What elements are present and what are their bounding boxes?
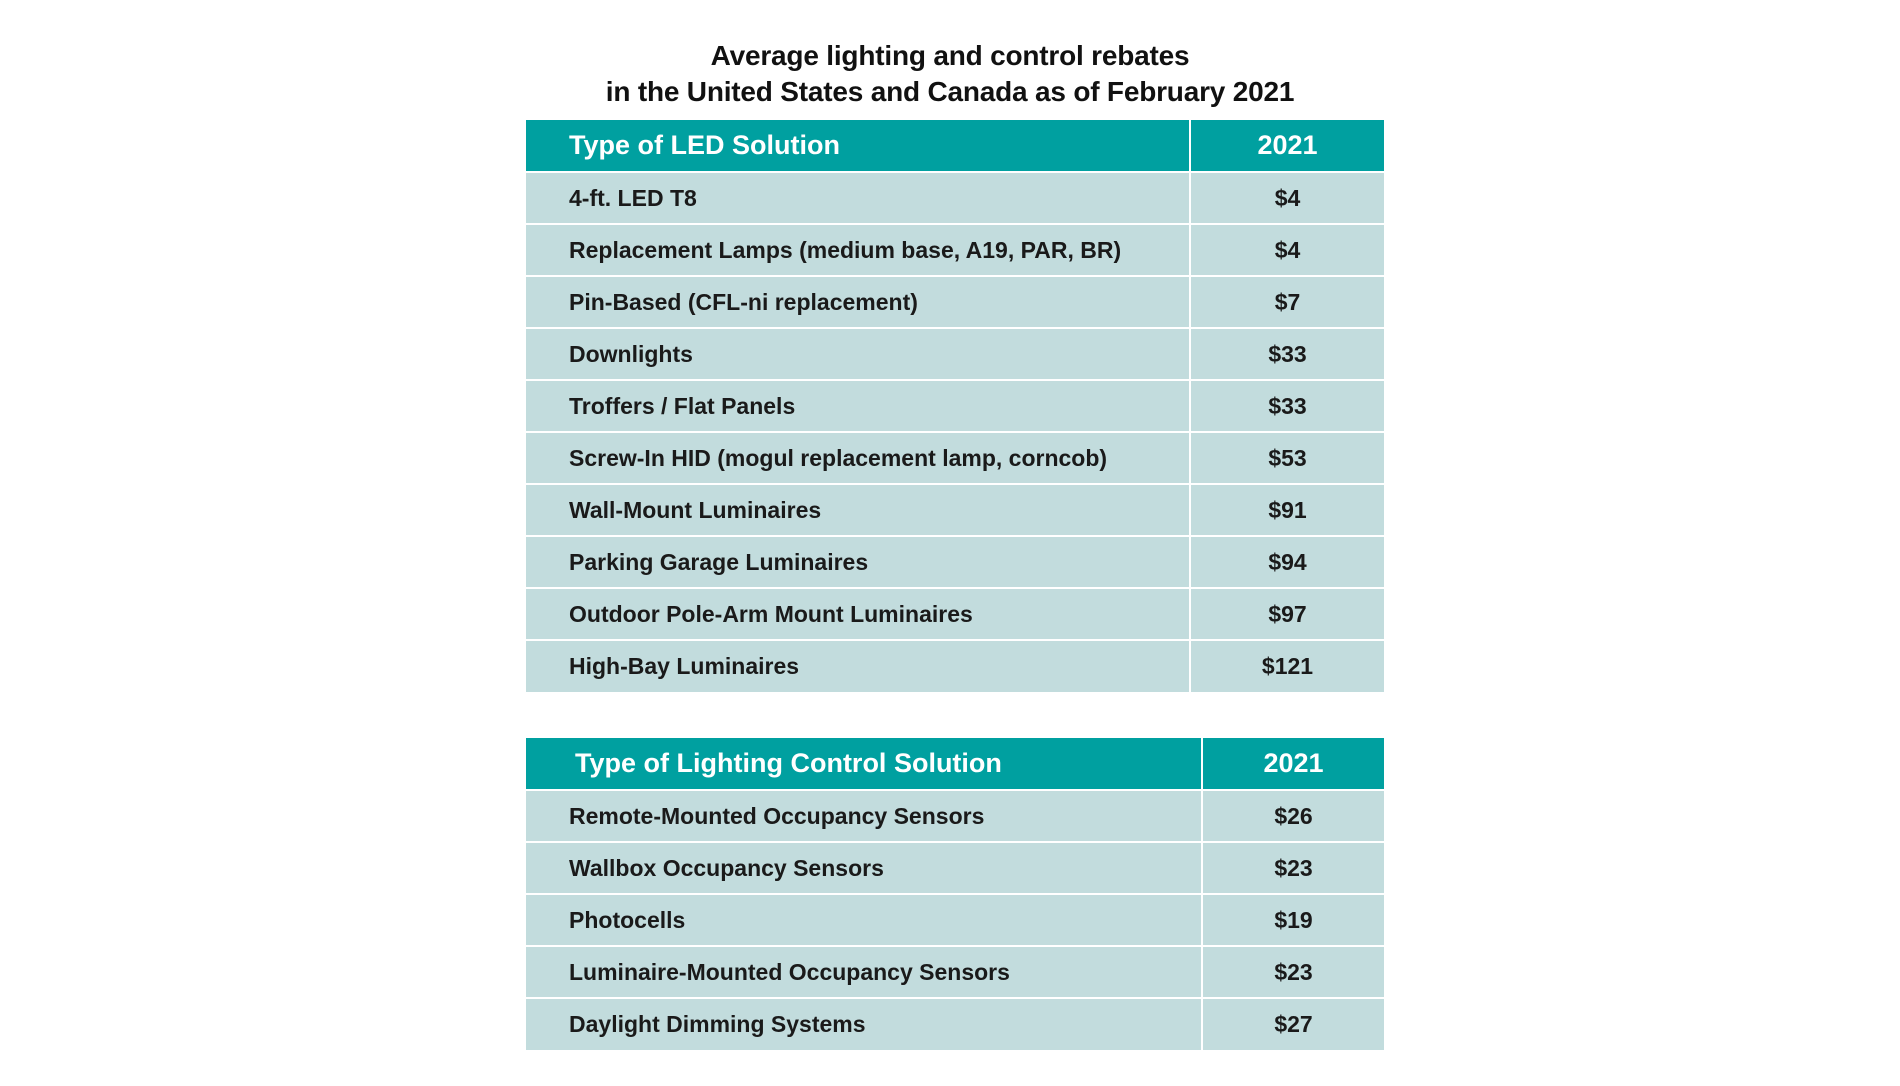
- column-header-type: Type of Lighting Control Solution: [526, 738, 1203, 791]
- table-row: Remote-Mounted Occupancy Sensors $26: [526, 790, 1384, 843]
- table-header-row: Type of LED Solution 2021: [526, 120, 1384, 173]
- table-row: Wallbox Occupancy Sensors $23: [526, 842, 1384, 895]
- chart-title: Average lighting and control rebates in …: [0, 38, 1900, 110]
- led-solution-table: Type of LED Solution 2021 4-ft. LED T8 $4…: [526, 120, 1384, 692]
- row-label: Photocells: [526, 894, 1203, 947]
- row-label: Wallbox Occupancy Sensors: [526, 842, 1203, 895]
- row-value: $33: [1190, 380, 1384, 433]
- column-header-year: 2021: [1202, 738, 1384, 791]
- row-label: Replacement Lamps (medium base, A19, PAR…: [526, 224, 1191, 277]
- row-label: Outdoor Pole-Arm Mount Luminaires: [526, 588, 1191, 641]
- table-row: Replacement Lamps (medium base, A19, PAR…: [526, 224, 1384, 277]
- lighting-control-table: Type of Lighting Control Solution 2021 R…: [526, 738, 1384, 1050]
- row-value: $19: [1202, 894, 1384, 947]
- row-label: Luminaire-Mounted Occupancy Sensors: [526, 946, 1203, 999]
- row-value: $27: [1202, 998, 1384, 1050]
- table-row: Downlights $33: [526, 328, 1384, 381]
- row-label: Wall-Mount Luminaires: [526, 484, 1191, 537]
- row-label: Remote-Mounted Occupancy Sensors: [526, 790, 1203, 843]
- row-label: Daylight Dimming Systems: [526, 998, 1203, 1050]
- row-value: $23: [1202, 842, 1384, 895]
- column-header-type: Type of LED Solution: [526, 120, 1191, 173]
- row-value: $4: [1190, 224, 1384, 277]
- column-header-year: 2021: [1190, 120, 1384, 173]
- table-row: Outdoor Pole-Arm Mount Luminaires $97: [526, 588, 1384, 641]
- row-label: 4-ft. LED T8: [526, 172, 1191, 225]
- row-label: Pin-Based (CFL-ni replacement): [526, 276, 1191, 329]
- table-row: High-Bay Luminaires $121: [526, 640, 1384, 692]
- row-value: $7: [1190, 276, 1384, 329]
- chart-title-line-2: in the United States and Canada as of Fe…: [605, 76, 1295, 107]
- row-value: $121: [1190, 640, 1384, 692]
- table-row: Screw-In HID (mogul replacement lamp, co…: [526, 432, 1384, 485]
- row-label: Parking Garage Luminaires: [526, 536, 1191, 589]
- row-label: Troffers / Flat Panels: [526, 380, 1191, 433]
- row-value: $4: [1190, 172, 1384, 225]
- table-header-row: Type of Lighting Control Solution 2021: [526, 738, 1384, 791]
- table-row: Parking Garage Luminaires $94: [526, 536, 1384, 589]
- table-row: Wall-Mount Luminaires $91: [526, 484, 1384, 537]
- table-row: Daylight Dimming Systems $27: [526, 998, 1384, 1050]
- row-value: $23: [1202, 946, 1384, 999]
- table-row: Luminaire-Mounted Occupancy Sensors $23: [526, 946, 1384, 999]
- row-value: $94: [1190, 536, 1384, 589]
- table-row: 4-ft. LED T8 $4: [526, 172, 1384, 225]
- chart-title-line-1: Average lighting and control rebates: [710, 40, 1190, 71]
- row-label: Downlights: [526, 328, 1191, 381]
- row-value: $97: [1190, 588, 1384, 641]
- table-row: Troffers / Flat Panels $33: [526, 380, 1384, 433]
- row-value: $91: [1190, 484, 1384, 537]
- row-value: $33: [1190, 328, 1384, 381]
- row-label: Screw-In HID (mogul replacement lamp, co…: [526, 432, 1191, 485]
- row-value: $26: [1202, 790, 1384, 843]
- table-row: Photocells $19: [526, 894, 1384, 947]
- table-row: Pin-Based (CFL-ni replacement) $7: [526, 276, 1384, 329]
- row-value: $53: [1190, 432, 1384, 485]
- row-label: High-Bay Luminaires: [526, 640, 1191, 692]
